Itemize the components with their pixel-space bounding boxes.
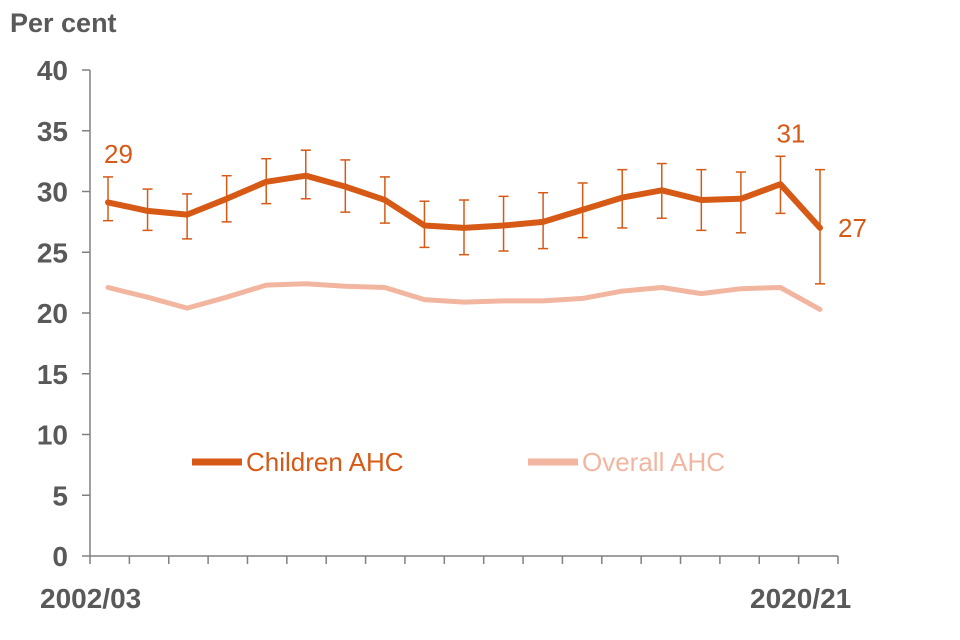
y-axis-label: Per cent [10,8,117,38]
y-tick-label: 25 [37,237,68,268]
series-overall-ahc [105,281,823,312]
y-tick-label: 5 [52,480,68,511]
x-tick-label-last: 2020/21 [750,583,851,614]
y-tick-label: 15 [37,359,68,390]
data-label: 31 [776,118,805,148]
legend-label-children: Children AHC [246,447,404,477]
y-tick-label: 35 [37,116,68,147]
data-label: 29 [104,139,133,169]
error-bars [103,149,825,285]
x-tick-label-first: 2002/03 [40,583,141,614]
y-axis-ticks: 0 5 10 15 20 25 30 35 40 [37,55,90,572]
y-tick-label: 40 [37,55,68,86]
y-tick-label: 0 [52,541,68,572]
data-label: 27 [838,213,867,243]
y-tick-label: 30 [37,177,68,208]
y-tick-label: 10 [37,420,68,451]
y-tick-label: 20 [37,298,68,329]
legend-label-overall: Overall AHC [582,447,725,477]
x-axis-ticks [89,556,839,564]
annotations: 29 31 27 [104,118,867,243]
legend: Children AHC Overall AHC [192,447,725,477]
line-overall-ahc [105,281,823,312]
